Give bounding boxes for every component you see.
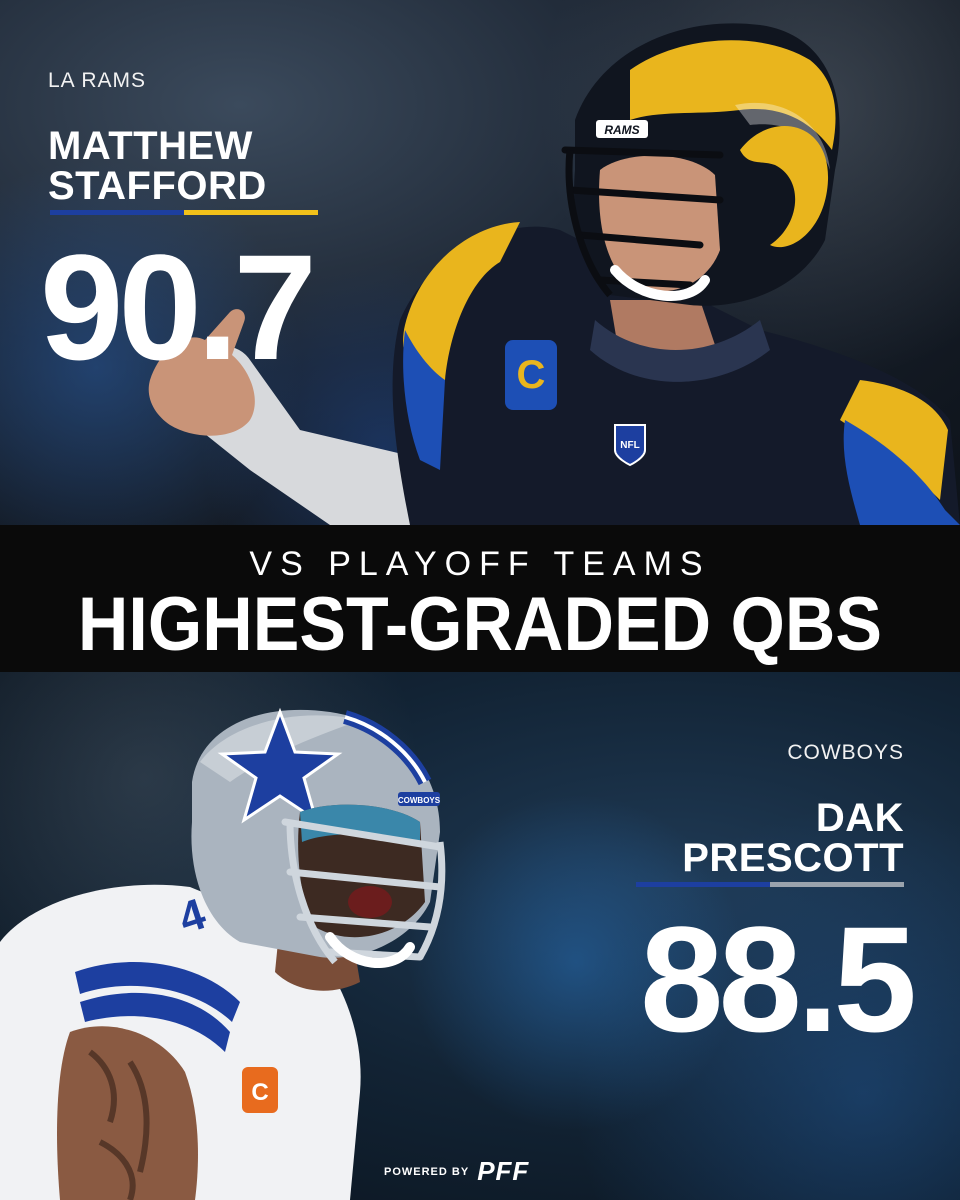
grade-value-stafford: 90.7 [40, 223, 317, 391]
banner-title: HIGHEST-GRADED QBS [77, 582, 883, 667]
banner-subtitle: VS PLAYOFF TEAMS [249, 545, 711, 583]
team-name-cowboys: COWBOYS [787, 741, 904, 764]
player-first-name: DAK [815, 796, 904, 840]
svg-text:RAMS: RAMS [604, 123, 639, 137]
bar-segment-blue [636, 882, 770, 887]
team-color-bar-rams [50, 210, 318, 215]
bottom-player-section: 4 C COWBOYS [0, 672, 960, 1200]
bar-segment-blue [50, 210, 184, 215]
bar-segment-gold [184, 210, 318, 215]
powered-by-pff: POWERED BY PFF [384, 1156, 529, 1187]
svg-text:COWBOYS: COWBOYS [398, 796, 441, 805]
team-name-rams: LA RAMS [48, 69, 147, 92]
dak-prescott-photo: 4 C COWBOYS [0, 707, 446, 1200]
player-last-name: STAFFORD [48, 164, 267, 208]
powered-by-label: POWERED BY [384, 1165, 470, 1178]
player-name-prescott: DAK PRESCOTT [600, 798, 904, 878]
team-color-bar-cowboys [636, 882, 904, 887]
svg-text:C: C [251, 1079, 268, 1106]
bar-segment-silver [770, 882, 904, 887]
player-first-name: MATTHEW [48, 124, 253, 168]
top-player-section: C NFL RAMS LA RAMS MATTHEW STAFFORD [0, 0, 960, 525]
svg-text:C: C [517, 353, 546, 397]
title-banner: VS PLAYOFF TEAMS HIGHEST-GRADED QBS [0, 525, 960, 672]
grade-value-prescott: 88.5 [640, 895, 917, 1063]
matthew-stafford-photo: C NFL RAMS [148, 23, 960, 525]
svg-text:NFL: NFL [620, 440, 639, 451]
pff-logo: PFF [477, 1156, 530, 1186]
player-name-stafford: MATTHEW STAFFORD [48, 126, 267, 206]
player-last-name: PRESCOTT [682, 836, 904, 880]
